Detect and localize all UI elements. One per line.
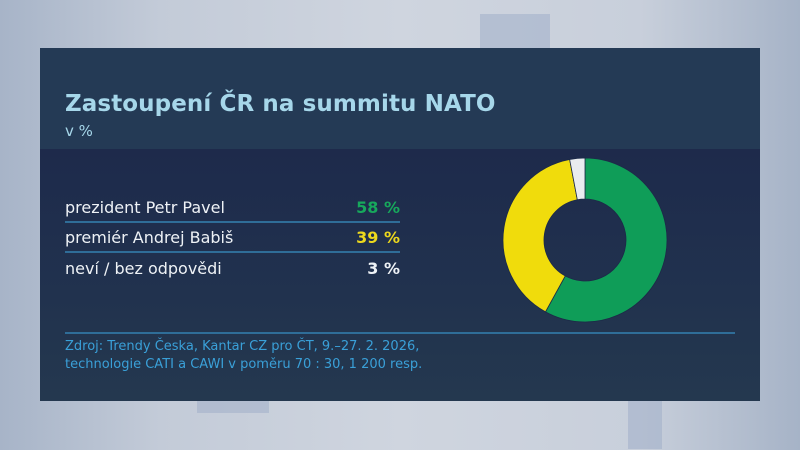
source-line-1: Zdroj: Trendy Česka, Kantar CZ pro ČT, 9… <box>65 339 420 354</box>
legend-value: 3 % <box>367 259 400 278</box>
chart-title: Zastoupení ČR na summitu NATO <box>65 91 496 117</box>
legend-table: prezident Petr Pavel 58 % premiér Andrej… <box>65 194 400 283</box>
donut-slice <box>544 157 668 323</box>
background-decoration <box>480 14 550 48</box>
legend-row: premiér Andrej Babiš 39 % <box>65 224 400 253</box>
source-divider <box>65 332 735 334</box>
source-note: Zdroj: Trendy Česka, Kantar CZ pro ČT, 9… <box>65 338 422 374</box>
legend-label: prezident Petr Pavel <box>65 198 225 217</box>
legend-value: 39 % <box>356 228 400 247</box>
source-line-2: technologie CATI a CAWI v poměru 70 : 30… <box>65 357 423 372</box>
background-decoration <box>628 401 662 449</box>
donut-slice <box>569 157 586 201</box>
chart-subtitle: v % <box>65 122 93 140</box>
chart-panel: Zastoupení ČR na summitu NATO v % prezid… <box>40 48 760 401</box>
legend-row: prezident Petr Pavel 58 % <box>65 194 400 223</box>
donut-slice <box>502 158 578 313</box>
legend-label: neví / bez odpovědi <box>65 259 222 278</box>
legend-value: 58 % <box>356 198 400 217</box>
background-decoration <box>197 401 269 413</box>
panel-header <box>40 48 760 149</box>
legend-row: neví / bez odpovědi 3 % <box>65 254 400 283</box>
legend-label: premiér Andrej Babiš <box>65 228 234 247</box>
donut-chart <box>502 157 668 323</box>
